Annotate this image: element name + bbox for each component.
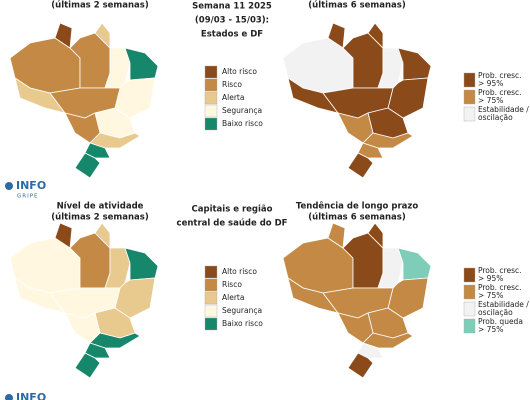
state [54, 22, 73, 49]
label: Alerta [222, 293, 244, 302]
map [282, 222, 432, 379]
label: Alto risco [222, 267, 257, 276]
legend-swatch [204, 117, 218, 131]
state [74, 152, 101, 179]
label: Estabilidade / [478, 105, 529, 114]
state [397, 47, 432, 81]
label: > 95% [478, 274, 503, 283]
label: INFO [16, 179, 46, 192]
label: Semana 11 2025 [192, 2, 272, 12]
state [397, 247, 432, 281]
label: Prob. cresc. [478, 71, 522, 80]
label: Risco [222, 280, 242, 289]
state [54, 222, 73, 249]
label: > 75% [478, 325, 503, 334]
label: Prob. cresc. [478, 266, 522, 275]
label: Capitais e região [192, 205, 273, 215]
legend-swatch [463, 267, 476, 283]
label: Estados e DF [201, 30, 263, 40]
label: > 75% [478, 96, 503, 105]
state [94, 22, 111, 49]
state [327, 22, 346, 49]
label: oscilação [478, 113, 513, 122]
legend-swatch [204, 278, 218, 292]
legend-swatch [204, 291, 218, 305]
state [124, 247, 159, 281]
legend-swatch [204, 91, 218, 105]
logo-icon [5, 182, 13, 190]
label: (últimas 2 semanas) [51, 213, 149, 223]
state [84, 142, 111, 159]
label: > 95% [478, 79, 503, 88]
legend-swatch [463, 89, 476, 105]
legend-swatch [204, 317, 218, 331]
state [74, 352, 101, 379]
label: Prob. cresc. [478, 283, 522, 292]
map [9, 22, 159, 179]
legend-swatch [463, 284, 476, 300]
label: (09/03 - 15/03): [195, 16, 269, 26]
map [282, 22, 432, 179]
state [347, 352, 374, 379]
map [9, 222, 159, 379]
legend-swatch [204, 265, 218, 279]
label: Risco [222, 80, 242, 89]
label: Baixo risco [222, 119, 263, 128]
label: Prob. cresc. [478, 88, 522, 97]
label: > 75% [478, 291, 503, 300]
state [327, 222, 346, 249]
state [124, 47, 159, 81]
state [347, 152, 374, 179]
legend-swatch [463, 318, 476, 334]
label: Segurança [222, 306, 262, 315]
label: Prob. queda [478, 317, 523, 326]
label: oscilação [478, 308, 513, 317]
legend-swatch [463, 301, 476, 317]
label: Estabilidade / [478, 300, 529, 309]
label: central de saúde do DF [177, 219, 288, 229]
label: Alerta [222, 93, 244, 102]
state [357, 142, 384, 159]
state [84, 342, 111, 359]
legend-swatch [204, 65, 218, 79]
label: GRIPE [17, 194, 39, 200]
logo-icon [5, 394, 13, 400]
legend-swatch [204, 304, 218, 318]
legend-swatch [463, 106, 476, 122]
legend-swatch [463, 72, 476, 88]
label: Tendência de longo prazo [296, 201, 418, 212]
label: Segurança [222, 106, 262, 115]
label: Nível de atividade [57, 202, 144, 212]
state [94, 222, 111, 249]
label: (últimas 6 semanas) [308, 213, 406, 223]
label: Alto risco [222, 67, 257, 76]
label: Baixo risco [222, 319, 263, 328]
legend-swatch [204, 104, 218, 118]
state [367, 22, 384, 49]
legend-swatch [204, 78, 218, 92]
state [367, 222, 384, 249]
label: INFO [16, 391, 46, 400]
label: (últimas 2 semanas) [51, 1, 149, 11]
state [357, 342, 384, 359]
label: (últimas 6 semanas) [308, 1, 406, 11]
